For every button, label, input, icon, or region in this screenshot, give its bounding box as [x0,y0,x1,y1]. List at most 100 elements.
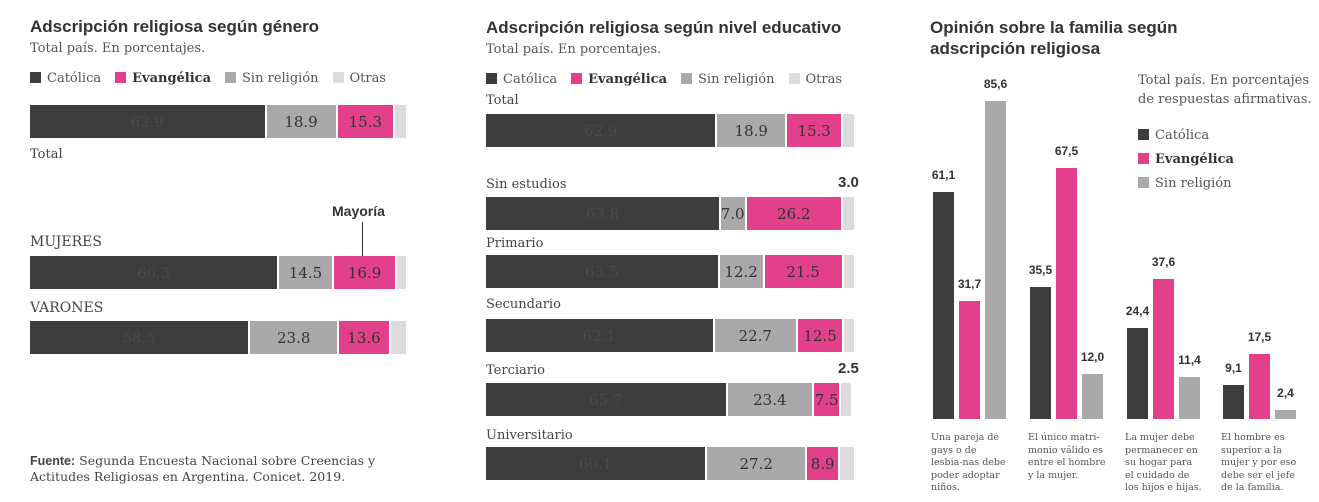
segment-evangelica: 16.9 [333,256,398,289]
bar-sin-religion [1179,376,1200,419]
stacked-bar: 63.5 12.2 21.5 [486,255,854,288]
segment-otras [842,197,854,230]
value-label: 61,1 [931,168,956,183]
stacked-bar: 62.9 18.9 15.3 [486,114,854,147]
segment-evangelica: 7.5 [813,383,842,416]
segment-otras [843,255,854,288]
segment-catolica: 62.9 [486,114,718,147]
bar-catolica [1030,287,1051,419]
stacked-bar: 63.8 7.0 26.2 [486,197,854,230]
segment-sin-religion: 12.2 [719,255,765,288]
chart2-legend: Católica Evangélica Sin religión Otras [486,72,842,87]
segment-otras [841,383,851,416]
row-label: Primario [486,236,544,251]
category-label: Una pareja de gays o de lesbia-nas debe … [931,432,1006,493]
segment-catolica: 63.8 [486,197,721,230]
row-label-mujeres: MUJERES [30,234,102,250]
segment-evangelica: 13.6 [339,321,391,354]
value-label: 37,6 [1151,255,1176,270]
chart2-title: Adscripción religiosa según nivel educat… [486,18,842,37]
segment-sin-religion: 7.0 [721,197,747,230]
legend-otras: Otras [332,71,386,86]
bar-catolica [933,192,954,419]
segment-sin-religion: 23.8 [249,321,340,354]
chart3-legend-sin-religion: Sin religión [1138,176,1231,191]
value-label: 24,4 [1125,304,1150,319]
bar-sin-religion [985,101,1006,419]
segment-otras [843,114,854,147]
value-label: 12,0 [1080,350,1105,365]
bar-sin-religion [1275,410,1296,419]
segment-catolica: 58.5 [30,321,250,354]
segment-otras [397,256,406,289]
stacked-bar: 58.5 23.8 13.6 [30,321,406,354]
value-label: 9,1 [1225,361,1242,376]
stacked-bar: 60.1 27.2 8.9 [486,447,854,480]
legend-sin-religion: Sin religión [225,71,319,86]
chart3-legend-evangelica: Evangélica [1138,152,1234,167]
legend-otras: Otras [788,72,842,87]
value-label: 35,5 [1028,263,1053,278]
value-label: 31,7 [957,277,982,292]
chart3-title-line2: adscripción religiosa [930,39,1101,58]
segment-sin-religion: 27.2 [707,447,808,480]
legend-catolica: Católica [30,71,101,86]
row-label: Total [486,93,519,108]
annotation-line [362,222,363,258]
stacked-bar: 62.9 18.9 15.3 [30,105,406,138]
segment-evangelica: 12.5 [798,319,845,352]
segment-catolica: 65.7 [486,383,728,416]
segment-catolica: 63.5 [486,255,720,288]
segment-catolica: 62.9 [30,105,267,138]
segment-otras [840,447,854,480]
bar-evangelica [959,301,980,419]
segment-evangelica: 15.3 [787,114,844,147]
stacked-bar: 62.1 22.7 12.5 [486,319,854,352]
legend-catolica: Católica [486,72,557,87]
segment-sin-religion: 18.9 [717,114,788,147]
value-label: 85,6 [983,77,1008,91]
segment-otras [390,321,406,354]
segment-otras [395,105,406,138]
chart3-legend-catolica: Católica [1138,128,1209,143]
chart3-subtitle-line1: Total país. En porcentajes [1138,73,1309,88]
row-label-varones: VARONES [30,300,104,316]
segment-evangelica: 21.5 [764,255,844,288]
segment-evangelica: 15.3 [337,105,396,138]
chart2-subtitle: Total país. En porcentajes. [486,42,662,57]
stacked-bar: 65.7 23.4 7.5 [486,383,854,416]
segment-sin-religion: 18.9 [266,105,338,138]
annotation-mayoria: Mayoría [332,203,385,219]
segment-evangelica: 26.2 [746,197,843,230]
row-label: Universitario [486,428,573,443]
segment-sin-religion: 14.5 [279,256,334,289]
row-label: Sin estudios [486,177,567,192]
source-note: Fuente: Segunda Encuesta Nacional sobre … [30,453,376,484]
value-label: 17,5 [1247,329,1272,344]
segment-sin-religion: 22.7 [714,319,799,352]
bar-evangelica [1056,168,1077,419]
segment-otras [844,319,854,352]
chart1-legend: Católica Evangélica Sin religión Otras [30,71,386,86]
bar-catolica [1223,385,1244,419]
legend-sin-religion: Sin religión [681,72,775,87]
legend-evangelica: Evangélica [115,71,211,86]
bar-evangelica [1153,279,1174,419]
stacked-bar: 66.3 14.5 16.9 [30,256,406,289]
segment-catolica: 60.1 [486,447,708,480]
segment-catolica: 62.1 [486,319,715,352]
row-label: Secundario [486,297,561,312]
bar-evangelica [1249,353,1270,419]
row-label-total: Total [30,147,63,162]
chart1-title: Adscripción religiosa según género [30,17,320,36]
chart1-subtitle: Total país. En porcentajes. [30,41,206,56]
chart3-subtitle-line2: de respuestas afirmativas. [1138,92,1312,107]
category-label: El único matri-monio válido es entre el … [1028,432,1106,481]
segment-sin-religion: 23.4 [727,383,814,416]
outside-value-label: 2.5 [838,360,859,377]
value-label: 11,4 [1178,352,1201,367]
category-label: El hombre es superior a la mujer y por e… [1221,432,1297,493]
outside-value-label: 3.0 [838,174,859,191]
segment-evangelica: 8.9 [807,447,840,480]
category-label: La mujer debe permanecer en su hogar par… [1125,432,1202,493]
